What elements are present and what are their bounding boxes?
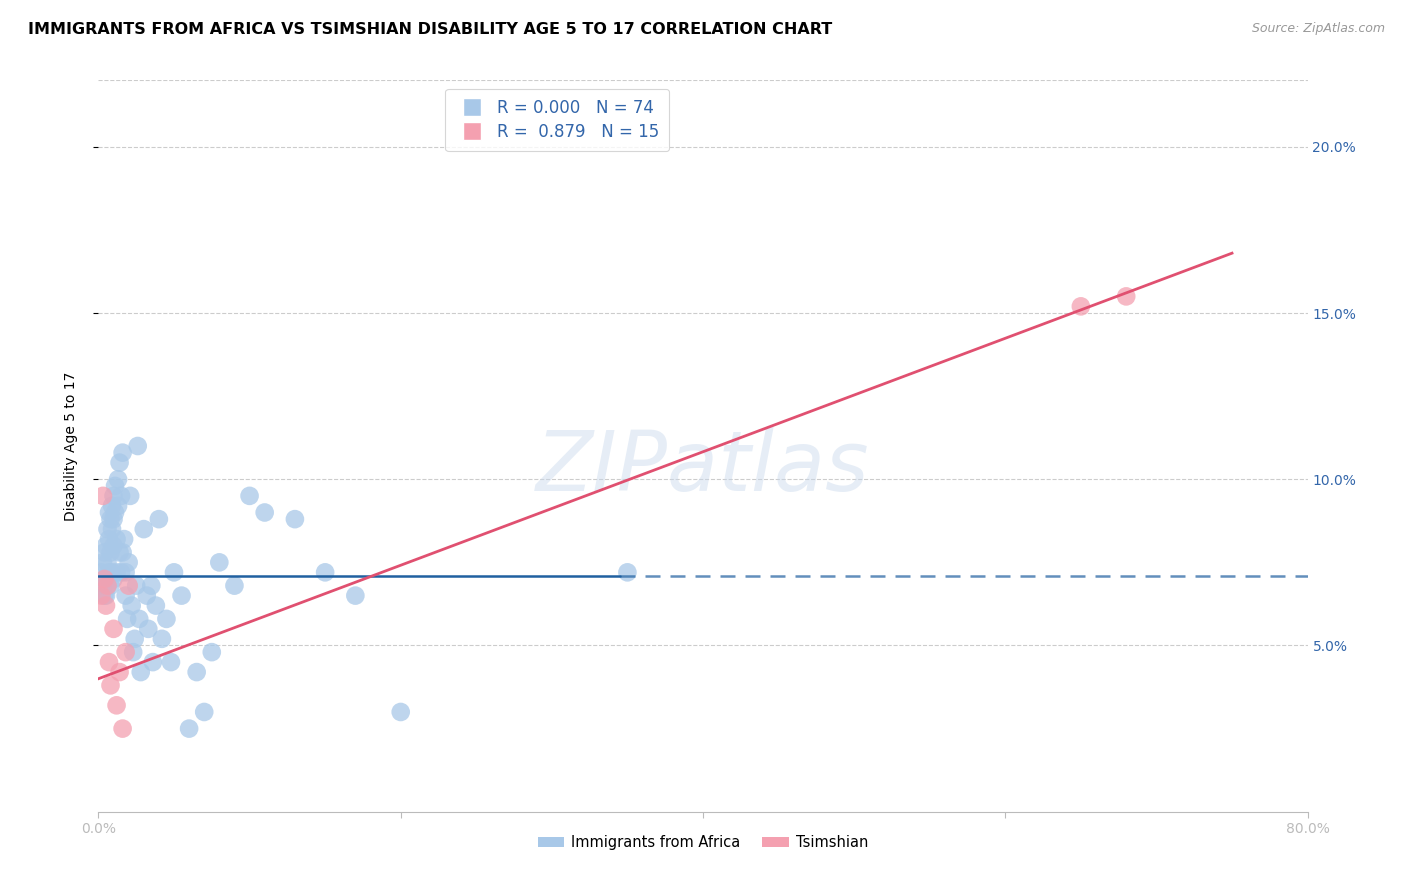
Point xyxy=(105,532,128,546)
Point xyxy=(98,655,121,669)
Point xyxy=(118,579,141,593)
Point xyxy=(114,645,136,659)
Point xyxy=(101,522,124,536)
Point xyxy=(136,622,159,636)
Point xyxy=(389,705,412,719)
Point xyxy=(125,579,148,593)
Point xyxy=(314,566,336,580)
Point xyxy=(284,512,307,526)
Point xyxy=(101,499,124,513)
Point xyxy=(224,579,246,593)
Point xyxy=(124,632,146,646)
Point xyxy=(193,705,215,719)
Point xyxy=(94,539,117,553)
Text: ZIPatlas: ZIPatlas xyxy=(536,427,870,508)
Point xyxy=(114,589,136,603)
Point xyxy=(107,499,129,513)
Point xyxy=(141,579,163,593)
Legend: Immigrants from Africa, Tsimshian: Immigrants from Africa, Tsimshian xyxy=(531,829,875,855)
Point xyxy=(93,572,115,586)
Text: Source: ZipAtlas.com: Source: ZipAtlas.com xyxy=(1251,22,1385,36)
Point xyxy=(103,489,125,503)
Point xyxy=(145,599,167,613)
Point xyxy=(91,489,114,503)
Point xyxy=(110,566,132,580)
Point xyxy=(170,589,193,603)
Point xyxy=(239,489,262,503)
Point xyxy=(94,589,117,603)
Point xyxy=(111,722,134,736)
Point xyxy=(91,579,114,593)
Point xyxy=(118,555,141,569)
Point xyxy=(129,665,152,679)
Point xyxy=(98,566,121,580)
Point xyxy=(111,545,134,559)
Point xyxy=(155,612,177,626)
Point xyxy=(103,572,125,586)
Point xyxy=(127,439,149,453)
Point xyxy=(91,555,114,569)
Point xyxy=(179,722,201,736)
Point xyxy=(98,532,121,546)
Point xyxy=(96,579,118,593)
Point xyxy=(150,632,173,646)
Point xyxy=(120,489,142,503)
Point xyxy=(90,589,112,603)
Point xyxy=(114,566,136,580)
Point xyxy=(108,545,131,559)
Point xyxy=(103,512,125,526)
Point xyxy=(121,599,143,613)
Point xyxy=(186,665,208,679)
Point xyxy=(135,589,157,603)
Point xyxy=(104,506,127,520)
Point xyxy=(208,555,231,569)
Point xyxy=(344,589,367,603)
Point xyxy=(103,539,125,553)
Point xyxy=(96,522,118,536)
Point xyxy=(93,572,115,586)
Point xyxy=(100,512,122,526)
Point xyxy=(111,445,134,459)
Point xyxy=(128,612,150,626)
Point xyxy=(108,665,131,679)
Point xyxy=(115,612,138,626)
Point xyxy=(100,678,122,692)
Point xyxy=(201,645,224,659)
Text: IMMIGRANTS FROM AFRICA VS TSIMSHIAN DISABILITY AGE 5 TO 17 CORRELATION CHART: IMMIGRANTS FROM AFRICA VS TSIMSHIAN DISA… xyxy=(28,22,832,37)
Point xyxy=(1115,289,1137,303)
Point xyxy=(142,655,165,669)
Point xyxy=(107,472,129,486)
Point xyxy=(108,456,131,470)
Point xyxy=(132,522,155,536)
Point xyxy=(100,545,122,559)
Point xyxy=(90,566,112,580)
Point xyxy=(96,579,118,593)
Point xyxy=(616,566,638,580)
Point xyxy=(105,566,128,580)
Point xyxy=(253,506,276,520)
Point xyxy=(112,532,135,546)
Point xyxy=(1070,299,1092,313)
Point xyxy=(122,645,145,659)
Point xyxy=(148,512,170,526)
Point xyxy=(163,566,186,580)
Point xyxy=(104,479,127,493)
Point xyxy=(101,566,124,580)
Point xyxy=(110,489,132,503)
Y-axis label: Disability Age 5 to 17: Disability Age 5 to 17 xyxy=(63,371,77,521)
Point xyxy=(160,655,183,669)
Point xyxy=(96,555,118,569)
Point xyxy=(94,599,117,613)
Point xyxy=(100,579,122,593)
Point xyxy=(105,698,128,713)
Point xyxy=(103,622,125,636)
Point xyxy=(98,506,121,520)
Point xyxy=(93,545,115,559)
Point xyxy=(93,589,115,603)
